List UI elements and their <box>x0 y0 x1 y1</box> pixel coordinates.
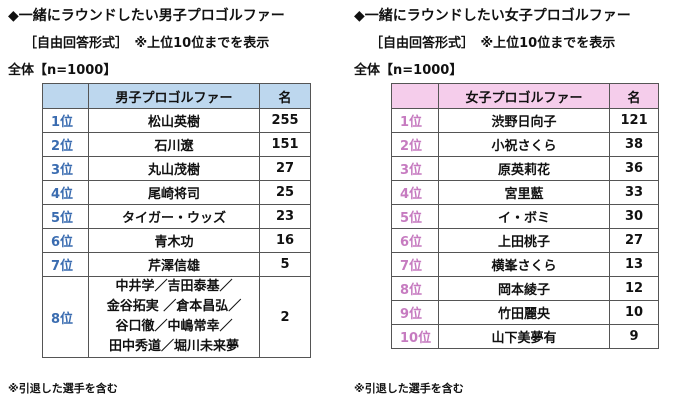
name-cell: タイガー・ウッズ <box>87 204 261 229</box>
name-cell: 上田桃子 <box>437 228 611 253</box>
name-cell: 宮里藍 <box>437 180 611 205</box>
name-cell: 青木功 <box>87 228 261 253</box>
count-cell: 5 <box>259 252 311 277</box>
rank-cell: 2位 <box>391 132 439 157</box>
rank-cell: 10位 <box>391 324 439 349</box>
rank-cell: 6位 <box>42 228 89 253</box>
male-panel-title: ◆一緒にラウンドしたい男子プロゴルファー <box>8 8 285 24</box>
count-cell: 16 <box>259 228 311 253</box>
header-count: 名 <box>609 83 659 109</box>
name-cell: 山下美夢有 <box>437 324 611 349</box>
rank-cell: 9位 <box>391 300 439 325</box>
rank-cell: 2位 <box>42 132 89 157</box>
rank-cell: 3位 <box>391 156 439 181</box>
rank-cell: 5位 <box>391 204 439 229</box>
male-panel-note: ※引退した選手を含む <box>8 382 118 395</box>
count-cell: 30 <box>609 204 659 229</box>
rank-cell: 4位 <box>391 180 439 205</box>
rank-cell: 7位 <box>42 252 89 277</box>
rank-cell: 4位 <box>42 180 89 205</box>
female-panel-subtitle: ［自由回答形式］ ※上位10位までを表示 <box>370 36 616 51</box>
name-cell: 芹澤信雄 <box>87 252 261 277</box>
table-header-row: 男子プロゴルファー 名 <box>42 83 311 109</box>
table-row: 4位 宮里藍 33 <box>391 180 659 205</box>
header-rank <box>42 83 89 109</box>
name-cell: 岡本綾子 <box>437 276 611 301</box>
count-cell: 12 <box>609 276 659 301</box>
tied-names-line: 田中秀道／堀川未来夢 <box>108 339 239 354</box>
name-cell: イ・ボミ <box>437 204 611 229</box>
table-row: 6位 上田桃子 27 <box>391 228 659 253</box>
header-name: 女子プロゴルファー <box>437 83 611 109</box>
table-row: 7位 芹澤信雄 5 <box>42 252 311 277</box>
table-row: 1位 松山英樹 255 <box>42 108 311 133</box>
tied-names-line: 中井学／吉田泰基／ <box>115 279 233 294</box>
table-row: 5位 タイガー・ウッズ 23 <box>42 204 311 229</box>
table-row: 8位 中井学／吉田泰基／ 金谷拓実 ／倉本昌弘／ 谷口徹／中嶋常幸／ 田中秀道／… <box>42 276 311 358</box>
count-cell: 121 <box>609 108 659 133</box>
count-cell: 23 <box>259 204 311 229</box>
count-cell: 10 <box>609 300 659 325</box>
rank-cell: 3位 <box>42 156 89 181</box>
female-ranking-table: 女子プロゴルファー 名 1位 渋野日向子 121 2位 小祝さくら 38 3位 … <box>391 83 659 349</box>
table-row: 1位 渋野日向子 121 <box>391 108 659 133</box>
table-row: 2位 小祝さくら 38 <box>391 132 659 157</box>
count-cell: 13 <box>609 252 659 277</box>
rank-cell: 7位 <box>391 252 439 277</box>
rank-cell: 5位 <box>42 204 89 229</box>
female-panel-title: ◆一緒にラウンドしたい女子プロゴルファー <box>354 8 631 24</box>
table-row: 7位 横峯さくら 13 <box>391 252 659 277</box>
table-row: 6位 青木功 16 <box>42 228 311 253</box>
table-row: 10位 山下美夢有 9 <box>391 324 659 349</box>
table-row: 9位 竹田麗央 10 <box>391 300 659 325</box>
name-cell: 石川遼 <box>87 132 261 157</box>
count-cell: 27 <box>259 156 311 181</box>
male-ranking-table: 男子プロゴルファー 名 1位 松山英樹 255 2位 石川遼 151 3位 丸山… <box>42 83 311 358</box>
rank-cell: 6位 <box>391 228 439 253</box>
rank-cell: 1位 <box>391 108 439 133</box>
table-header-row: 女子プロゴルファー 名 <box>391 83 659 109</box>
table-row: 5位 イ・ボミ 30 <box>391 204 659 229</box>
count-cell: 38 <box>609 132 659 157</box>
header-count: 名 <box>259 83 311 109</box>
name-cell: 渋野日向子 <box>437 108 611 133</box>
female-panel-note: ※引退した選手を含む <box>354 382 464 395</box>
count-cell: 151 <box>259 132 311 157</box>
table-row: 2位 石川遼 151 <box>42 132 311 157</box>
name-cell: 横峯さくら <box>437 252 611 277</box>
tied-names-line: 金谷拓実 ／倉本昌弘／ <box>106 299 242 314</box>
male-panel-subtitle: ［自由回答形式］ ※上位10位までを表示 <box>24 36 270 51</box>
name-cell: 小祝さくら <box>437 132 611 157</box>
name-cell: 松山英樹 <box>87 108 261 133</box>
count-cell: 9 <box>609 324 659 349</box>
table-row: 4位 尾崎将司 25 <box>42 180 311 205</box>
count-cell: 36 <box>609 156 659 181</box>
count-cell: 255 <box>259 108 311 133</box>
name-cell: 原英莉花 <box>437 156 611 181</box>
count-cell: 2 <box>259 276 311 358</box>
rank-cell: 8位 <box>42 276 89 358</box>
table-row: 3位 丸山茂樹 27 <box>42 156 311 181</box>
tied-names-line: 谷口徹／中嶋常幸／ <box>115 319 233 334</box>
name-cell: 竹田麗央 <box>437 300 611 325</box>
female-panel-total: 全体【n=1000】 <box>354 63 463 78</box>
rank-cell: 8位 <box>391 276 439 301</box>
count-cell: 33 <box>609 180 659 205</box>
rank-cell: 1位 <box>42 108 89 133</box>
name-cell-multi: 中井学／吉田泰基／ 金谷拓実 ／倉本昌弘／ 谷口徹／中嶋常幸／ 田中秀道／堀川未… <box>87 276 261 358</box>
table-row: 8位 岡本綾子 12 <box>391 276 659 301</box>
name-cell: 丸山茂樹 <box>87 156 261 181</box>
male-panel-total: 全体【n=1000】 <box>8 63 117 78</box>
header-name: 男子プロゴルファー <box>87 83 261 109</box>
count-cell: 25 <box>259 180 311 205</box>
name-cell: 尾崎将司 <box>87 180 261 205</box>
header-rank <box>391 83 439 109</box>
count-cell: 27 <box>609 228 659 253</box>
table-row: 3位 原英莉花 36 <box>391 156 659 181</box>
